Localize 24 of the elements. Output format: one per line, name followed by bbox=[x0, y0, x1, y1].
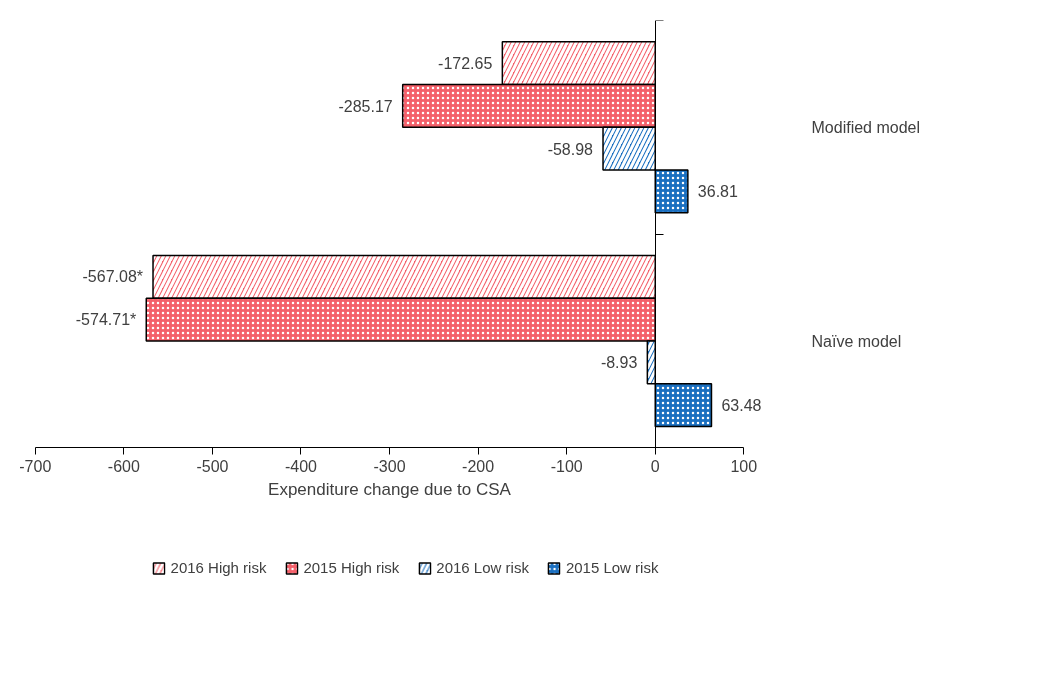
data-label: 36.81 bbox=[697, 183, 738, 201]
y-tick-label: Naïve model bbox=[811, 332, 902, 350]
x-tick-label: 100 bbox=[730, 457, 758, 475]
data-label: -285.17 bbox=[338, 98, 393, 115]
data-label: 63.48 bbox=[721, 397, 762, 415]
data-label: -8.93 bbox=[600, 354, 638, 372]
data-label: -567.08* bbox=[82, 268, 144, 286]
x-tick-label: -500 bbox=[196, 457, 229, 475]
x-tick-label: -600 bbox=[107, 457, 140, 475]
x-tick-label: -200 bbox=[462, 457, 495, 475]
data-label: -574.71* bbox=[75, 311, 137, 329]
legend-label: 2016 Low risk bbox=[436, 559, 529, 576]
x-tick-label: -300 bbox=[373, 457, 406, 475]
y-tick-label: Modified model bbox=[811, 118, 920, 136]
x-tick-label: -700 bbox=[19, 457, 52, 475]
x-axis-title: Expenditure change due to CSA bbox=[268, 479, 512, 499]
x-tick-label: -100 bbox=[550, 457, 583, 475]
x-tick-label: 0 bbox=[650, 457, 660, 475]
data-label: -172.65 bbox=[438, 55, 493, 73]
legend-label: 2015 High risk bbox=[303, 559, 400, 576]
legend-label: 2016 High risk bbox=[170, 559, 267, 576]
legend-label: 2015 Low risk bbox=[565, 559, 659, 576]
x-tick-label: -400 bbox=[284, 457, 318, 475]
data-label: -58.98 bbox=[547, 140, 594, 158]
